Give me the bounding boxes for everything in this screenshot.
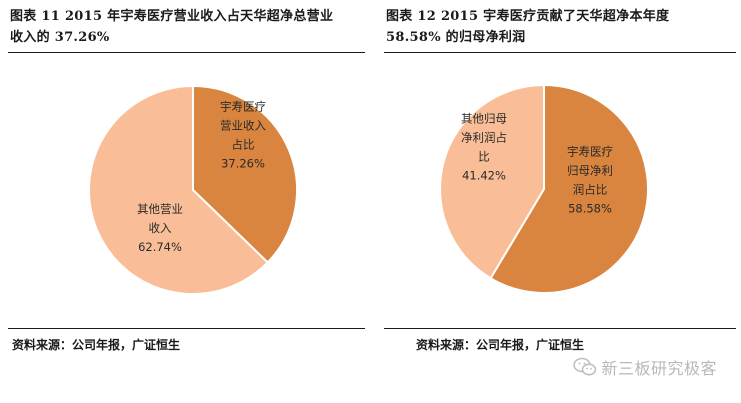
slice-name-label: 其他营业 xyxy=(137,202,183,216)
slice-name-label: 净利润占 xyxy=(461,131,507,145)
data-source: 资料来源：公司年报，广证恒生 xyxy=(416,338,585,352)
figure-title-line-1: 图表 11 2015 年宇寿医疗营业收入占天华超净总营业 xyxy=(10,9,334,24)
data-source: 资料来源：公司年报，广证恒生 xyxy=(12,338,181,352)
slice-name-label: 收入 xyxy=(149,221,172,235)
slice-value-label: 58.58% xyxy=(568,202,612,216)
top-divider xyxy=(384,52,736,53)
slice-name-label: 归母净利 xyxy=(567,164,613,178)
pie-slice xyxy=(439,83,545,280)
bottom-divider xyxy=(8,328,365,329)
pie-slice xyxy=(192,84,298,264)
slice-name-label: 营业收入 xyxy=(220,119,266,133)
pie-slice xyxy=(88,84,270,295)
slice-value-label: 41.42% xyxy=(462,169,506,183)
figure-panel-11: 图表 11 2015 年宇寿医疗营业收入占天华超净总营业 收入的 37.26% … xyxy=(0,0,370,403)
pie-slice xyxy=(489,83,649,294)
figure-title-line-2: 58.58% 的归母净利润 xyxy=(386,30,526,45)
slice-label: 其他营业收入 62.74% xyxy=(137,202,183,254)
wechat-logo-icon xyxy=(573,357,597,376)
slice-name-label: 润占比 xyxy=(573,183,608,197)
watermark: 新三板研究极客 xyxy=(573,354,717,380)
slice-name-label: 其他归母 xyxy=(461,112,507,126)
revenue-share-pie-chart: 宇寿医疗营业收入占比 37.26% 其他营业收入 62.74% xyxy=(88,84,298,295)
watermark-text: 新三板研究极客 xyxy=(601,359,717,378)
slice-label: 宇寿医疗营业收入占比 37.26% xyxy=(220,100,266,171)
figure-title-line-1: 图表 12 2015 宇寿医疗贡献了天华超净本年度 xyxy=(386,9,670,24)
slice-name-label: 占比 xyxy=(232,138,255,152)
slice-value-label: 37.26% xyxy=(221,157,265,171)
top-divider xyxy=(8,52,365,53)
slice-name-label: 宇寿医疗 xyxy=(567,145,613,159)
net-profit-share-pie-chart: 宇寿医疗归母净利润占比 58.58% 其他归母净利润占比 41.42% xyxy=(439,83,649,294)
figure-title-line-2: 收入的 37.26% xyxy=(10,30,110,45)
slice-value-label: 62.74% xyxy=(138,240,182,254)
slice-name-label: 比 xyxy=(478,150,490,164)
bottom-divider xyxy=(384,328,736,329)
figure-title: 图表 12 2015 宇寿医疗贡献了天华超净本年度 58.58% 的归母净利润 xyxy=(386,6,738,48)
figure-title: 图表 11 2015 年宇寿医疗营业收入占天华超净总营业 收入的 37.26% xyxy=(10,6,365,48)
slice-name-label: 宇寿医疗 xyxy=(220,100,266,114)
slice-label: 其他归母净利润占比 41.42% xyxy=(461,112,507,183)
figure-panel-12: 图表 12 2015 宇寿医疗贡献了天华超净本年度 58.58% 的归母净利润 … xyxy=(380,0,741,403)
slice-label: 宇寿医疗归母净利润占比 58.58% xyxy=(567,145,613,216)
